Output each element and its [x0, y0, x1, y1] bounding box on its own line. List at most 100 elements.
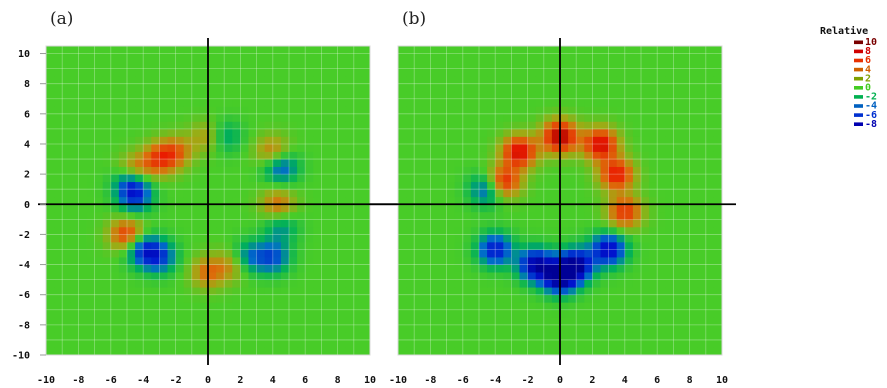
heatmap-cell — [632, 121, 642, 130]
heatmap-cell — [705, 204, 715, 213]
heatmap-cell — [321, 136, 330, 145]
heatmap-cell — [102, 136, 112, 145]
heatmap-cell — [398, 279, 407, 288]
heatmap-cell — [70, 196, 79, 205]
heatmap-cell — [280, 189, 290, 198]
legend-swatch — [854, 58, 863, 63]
heatmap-cell — [430, 166, 439, 175]
heatmap-cell — [600, 83, 609, 92]
heatmap-cell — [240, 53, 249, 62]
heatmap-cell — [313, 339, 322, 348]
heatmap-cell — [143, 98, 152, 107]
heatmap-cell — [167, 106, 176, 115]
heatmap-cell — [143, 302, 152, 311]
heatmap-cell — [361, 309, 371, 318]
heatmap-cell — [624, 302, 634, 311]
heatmap-cell — [689, 294, 699, 303]
heatmap-cell — [584, 76, 593, 85]
heatmap-cell — [110, 76, 120, 85]
heatmap-cell — [118, 332, 128, 341]
heatmap-cell — [414, 241, 423, 250]
heatmap-cell — [535, 121, 545, 130]
heatmap-cell — [329, 91, 338, 100]
heatmap-cell — [470, 136, 480, 145]
heatmap-cell — [697, 181, 707, 190]
heatmap-cell — [345, 128, 355, 137]
heatmap-cell — [576, 279, 585, 288]
heatmap-cell — [551, 294, 561, 303]
heatmap-cell — [321, 287, 330, 296]
heatmap-cell — [224, 128, 233, 137]
heatmap-cell — [232, 151, 241, 160]
heatmap-cell — [110, 287, 120, 296]
heatmap-cell — [454, 347, 464, 356]
heatmap-cell — [576, 159, 585, 167]
heatmap-cell — [705, 46, 715, 54]
heatmap-cell — [665, 76, 674, 85]
heatmap-cell — [406, 196, 415, 205]
heatmap-cell — [511, 121, 520, 130]
heatmap-cell — [110, 53, 120, 62]
heatmap-cell — [665, 113, 674, 122]
heatmap-cell — [127, 302, 136, 311]
heatmap-cell — [479, 317, 488, 326]
heatmap-cell — [297, 264, 306, 273]
heatmap-cell — [470, 347, 480, 356]
heatmap-cell — [135, 332, 144, 341]
heatmap-cell — [697, 302, 707, 311]
heatmap-cell — [446, 287, 456, 296]
heatmap-cell — [649, 136, 658, 145]
heatmap-cell — [232, 287, 241, 296]
heatmap-cell — [94, 272, 104, 281]
heatmap-cell — [248, 347, 257, 356]
heatmap-cell — [503, 98, 512, 107]
heatmap-cell — [624, 83, 634, 92]
heatmap-cell — [681, 211, 690, 220]
heatmap-cell — [649, 143, 658, 152]
heatmap-cell — [216, 136, 225, 145]
heatmap-cell — [353, 226, 363, 235]
heatmap-cell — [256, 151, 266, 160]
heatmap-cell — [438, 257, 447, 265]
heatmap-cell — [422, 113, 431, 122]
heatmap-cell — [54, 211, 63, 220]
heatmap-cell — [353, 189, 363, 198]
heatmap-cell — [313, 113, 322, 122]
heatmap-cell — [167, 211, 176, 220]
heatmap-cell — [454, 272, 464, 281]
heatmap-cell — [560, 181, 569, 190]
heatmap-cell — [446, 234, 456, 243]
heatmap-cell — [568, 257, 577, 265]
heatmap-cell — [353, 211, 363, 220]
heatmap-cell — [600, 211, 609, 220]
heatmap-cell — [297, 249, 306, 258]
heatmap-cell — [398, 46, 407, 54]
heatmap-cell — [584, 347, 593, 356]
heatmap-cell — [264, 196, 274, 205]
heatmap-cell — [159, 257, 168, 265]
heatmap-cell — [240, 257, 249, 265]
heatmap-cell — [414, 234, 423, 243]
heatmap-cell — [297, 61, 306, 70]
legend-label: -8 — [865, 119, 877, 130]
heatmap-cell — [673, 279, 682, 288]
heatmap-cell — [264, 68, 274, 77]
heatmap-cell — [462, 143, 472, 152]
heatmap-cell — [329, 234, 338, 243]
heatmap-cell — [568, 174, 577, 183]
heatmap-cell — [127, 61, 136, 70]
heatmap-cell — [199, 211, 209, 220]
heatmap-cell — [94, 302, 104, 311]
heatmap-cell — [159, 189, 168, 198]
heatmap-cell — [313, 151, 322, 160]
heatmap-cell — [94, 294, 104, 303]
heatmap-cell — [568, 302, 577, 311]
heatmap-cell — [256, 279, 266, 288]
heatmap-cell — [345, 279, 355, 288]
heatmap-cell — [118, 113, 128, 122]
heatmap-cell — [94, 68, 104, 77]
heatmap-cell — [272, 324, 282, 333]
heatmap-cell — [54, 91, 63, 100]
heatmap-cell — [305, 98, 314, 107]
heatmap-cell — [576, 53, 585, 62]
